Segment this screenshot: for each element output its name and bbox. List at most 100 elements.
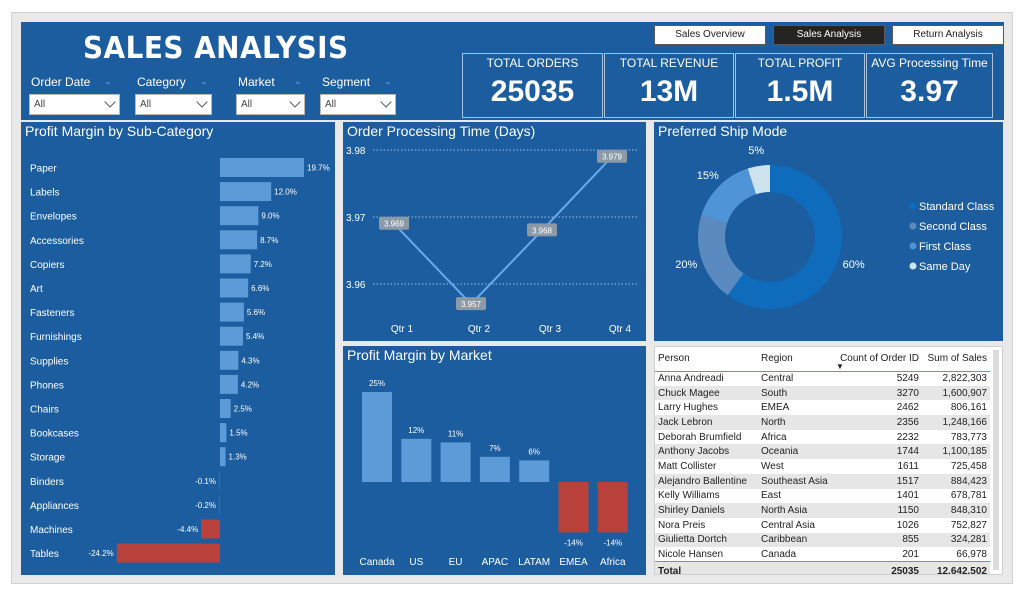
cell-count: 855 <box>834 532 922 548</box>
filter-segment-select[interactable]: All <box>320 94 396 115</box>
category-label: Labels <box>30 188 59 199</box>
data-label: 19.7% <box>307 164 330 173</box>
data-label: 6.6% <box>251 284 269 293</box>
cell-count: 1611 <box>897 460 919 472</box>
table-row[interactable]: Jack Lebron North 2356 1,248,166 <box>655 415 990 430</box>
nav-return-analysis-button[interactable]: Return Analysis <box>892 25 1004 45</box>
cell-region: Africa <box>761 431 787 443</box>
bar <box>519 460 550 482</box>
kpi-label: TOTAL REVENUE <box>619 56 719 70</box>
cell-person: Larry Hughes <box>658 402 719 414</box>
kpi-label: AVG Processing Time <box>871 56 988 70</box>
column-header-region[interactable]: Region <box>758 347 834 372</box>
nav-sales-overview-button[interactable]: Sales Overview <box>654 25 766 45</box>
table-row[interactable]: Deborah Brumfield Africa 2232 783,773 <box>655 430 990 445</box>
legend-marker <box>909 202 917 210</box>
table-row[interactable]: Nicole Hansen Canada 201 66,978 <box>655 547 990 562</box>
dropdown-arrow-icon <box>289 96 301 108</box>
filter-segment-value: All <box>325 99 337 110</box>
kpi-total-revenue: TOTAL REVENUE 13M <box>604 53 734 118</box>
bar <box>219 471 220 491</box>
x-tick-label: US <box>409 557 423 568</box>
filter-order-date-label: Order Date <box>31 75 91 89</box>
table-row[interactable]: Shirley Daniels North Asia 1150 848,310 <box>655 503 990 518</box>
table-row[interactable]: Anna Andreadi Central 5249 2,822,303 <box>655 371 990 386</box>
cell-sales: 1,600,907 <box>922 385 990 401</box>
nav-sales-analysis-button[interactable]: Sales Analysis <box>773 25 885 45</box>
table-row[interactable]: Giulietta Dortch Caribbean 855 324,281 <box>655 532 990 548</box>
cell-sales: 324,281 <box>922 532 990 548</box>
total-sales: 12,642,502 <box>922 561 990 574</box>
chevron-down-icon[interactable]: ⌄ <box>104 77 112 87</box>
filter-category-select[interactable]: All <box>135 94 212 115</box>
data-label: 5.6% <box>247 308 265 317</box>
legend-marker <box>909 222 917 230</box>
bar <box>558 482 589 533</box>
filter-order-date-value: All <box>34 99 46 110</box>
data-label: 3.979 <box>602 153 623 162</box>
cell-count: 1401 <box>896 490 919 502</box>
chevron-down-icon[interactable]: ⌄ <box>200 77 208 87</box>
cell-person: Anna Andreadi <box>658 373 724 385</box>
table-row[interactable]: Chuck Magee South 3270 1,600,907 <box>655 385 990 401</box>
chevron-down-icon[interactable]: ⌄ <box>384 77 392 87</box>
x-tick-label: Canada <box>359 557 394 568</box>
column-header-person[interactable]: Person <box>655 347 758 372</box>
category-label: Chairs <box>30 405 59 416</box>
data-label: 12.0% <box>274 188 297 197</box>
data-label: -4.4% <box>177 525 198 534</box>
person-sales-table[interactable]: Person Region Count of Order ID ▼ Sum of … <box>654 346 1003 575</box>
filter-order-date-select[interactable]: All <box>29 94 120 115</box>
column-header-count-label: Count of Order ID <box>840 353 919 365</box>
x-tick-label: Qtr 2 <box>468 324 491 335</box>
category-label: Furnishings <box>30 332 82 343</box>
cell-region: Southeast Asia <box>758 473 834 489</box>
y-tick-label: 3.98 <box>346 146 366 157</box>
page-title: SALES ANALYSIS <box>83 31 349 66</box>
table-row[interactable]: Kelly Williams East 1401 678,781 <box>655 489 990 504</box>
column-header-sales[interactable]: Sum of Sales <box>922 347 990 372</box>
data-label: 9.0% <box>261 212 279 221</box>
cell-sales: 848,310 <box>922 503 990 518</box>
kpi-value: 1.5M <box>766 75 834 108</box>
x-tick-label: Qtr 4 <box>609 324 632 335</box>
legend-label: First Class <box>919 241 971 253</box>
cell-sales: 1,248,166 <box>922 415 990 430</box>
table-row[interactable]: Matt Collister West 1611 725,458 <box>655 459 990 474</box>
data-label: 8.7% <box>260 236 278 245</box>
cell-person: Matt Collister <box>658 460 717 472</box>
table-row[interactable]: Anthony Jacobs Oceania 1744 1,100,185 <box>655 444 990 460</box>
data-label: 3.968 <box>532 226 553 235</box>
data-label: 1.3% <box>229 453 247 462</box>
table-row[interactable]: Alejandro Ballentine Southeast Asia 1517 88… <box>655 473 990 489</box>
cell-person: Anthony Jacobs <box>655 444 758 460</box>
total-region <box>758 561 834 574</box>
filter-market-select[interactable]: All <box>236 94 305 115</box>
x-tick-label: EU <box>449 557 463 568</box>
legend-label: Same Day <box>919 261 971 273</box>
data-point-marker <box>597 149 627 163</box>
table-row[interactable]: Larry Hughes EMEA 2462 806,161 <box>655 400 990 415</box>
cell-count: 201 <box>902 548 919 560</box>
slice-label: 15% <box>697 170 719 182</box>
table-row[interactable]: Nora Preis Central Asia 1026 752,827 <box>655 518 990 533</box>
kpi-label: TOTAL ORDERS <box>486 56 579 70</box>
cell-sales: 2,822,303 <box>942 373 988 385</box>
cell-sales: 752,827 <box>950 519 987 531</box>
cell-person: Nicole Hansen <box>658 548 724 560</box>
legend-marker <box>909 262 917 270</box>
cell-region: North Asia <box>758 503 834 518</box>
column-header-count[interactable]: Count of Order ID ▼ <box>834 347 922 372</box>
table-scrollbar[interactable] <box>993 350 999 570</box>
data-label: -14% <box>564 538 583 547</box>
filter-segment-label: Segment <box>322 75 371 89</box>
cell-count: 1744 <box>834 444 922 460</box>
cell-count: 2356 <box>834 415 922 430</box>
cell-sales: 66,978 <box>956 548 987 560</box>
data-label: 2.5% <box>234 405 252 414</box>
chevron-down-icon[interactable]: ⌄ <box>294 77 302 87</box>
filter-market-label: Market <box>238 75 275 89</box>
bar <box>479 456 510 482</box>
cell-person: Chuck Magee <box>655 385 758 401</box>
bar <box>220 350 239 370</box>
